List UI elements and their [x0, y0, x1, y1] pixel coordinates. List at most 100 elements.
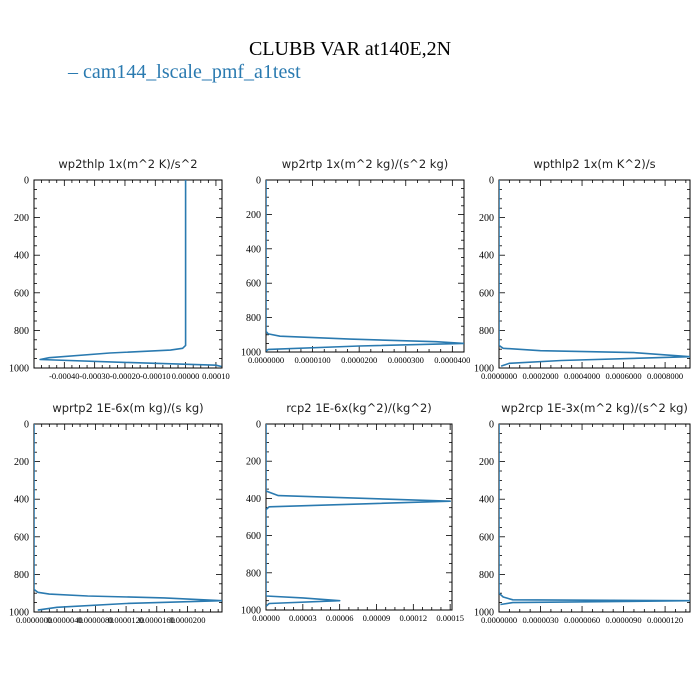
panel-title: wp2rcp 1E-3x(m^2 kg)/(s^2 kg): [501, 401, 688, 415]
y-tick-label: 200: [14, 213, 29, 224]
series-line: [266, 424, 452, 607]
y-tick-label: 800: [14, 326, 29, 337]
x-tick-label: 0.00000: [252, 613, 280, 623]
series-line: [499, 180, 690, 367]
x-tick-label: 0.0000000: [481, 615, 517, 625]
x-tick-label: 0.0000000: [481, 371, 517, 381]
panel-title: wpthlp2 1x(m K^2)/s: [533, 157, 655, 171]
chart-panel-4: wprtp2 1E-6x(m kg)/(s kg) 0 200 400 600 800 10…: [9, 401, 223, 625]
x-tick-label: 0.0000160: [139, 615, 175, 625]
y-tick-label: 600: [246, 279, 261, 290]
y-tick-label: 0: [24, 176, 29, 187]
panels: wp2thlp 1x(m^2 K)/s^2 0 200 400 600 800 1000 -0…: [9, 157, 691, 625]
y-tick-label: 0: [489, 176, 494, 187]
x-tick-label: 0.0000080: [77, 615, 113, 625]
panel-title: wp2rtp 1x(m^2 kg)/(s^2 kg): [282, 157, 449, 171]
x-tick-label: 0.0000120: [108, 615, 144, 625]
x-tick-label: -0.00030: [79, 371, 109, 381]
y-tick-label: 400: [479, 495, 494, 506]
x-tick-label: 0.0000100: [295, 355, 331, 365]
x-tick-label: 0.0000200: [169, 615, 205, 625]
y-tick-label: 200: [479, 457, 494, 468]
plot-frame: [265, 179, 465, 353]
x-tick-label: 0.0000000: [248, 355, 284, 365]
x-tick-label: 0.0000200: [341, 355, 377, 365]
y-tick-label: 600: [14, 532, 29, 543]
chart-panel-3: wpthlp2 1x(m K^2)/s020040060080010000.00…: [474, 157, 691, 381]
y-tick-label: 200: [14, 457, 29, 468]
x-tick-label: 0.0004000: [564, 371, 600, 381]
y-tick-label: 400: [246, 494, 261, 505]
y-tick-label: 600: [246, 531, 261, 542]
y-tick-label: 800: [246, 568, 261, 579]
legend-entry: – cam144_lscale_pmf_a1test: [67, 61, 301, 83]
y-tick-label: 200: [246, 210, 261, 221]
x-tick-label: 0.00006: [326, 613, 354, 623]
y-tick-label: 1000: [241, 348, 261, 359]
plot-frame: [265, 423, 453, 611]
y-tick-label: 200: [479, 213, 494, 224]
plot-frame: [498, 179, 691, 369]
plot-frame: [33, 423, 223, 613]
series-line: [34, 424, 222, 611]
figure-title: CLUBB VAR at140E,2N: [249, 38, 451, 60]
x-tick-label: -0.00010: [140, 371, 170, 381]
y-tick-label: 800: [14, 570, 29, 581]
x-tick-label: 0.0006000: [606, 371, 642, 381]
y-tick-label: 1000: [474, 364, 494, 375]
y-tick-label: 400: [246, 244, 261, 255]
y-tick-label: 800: [479, 570, 494, 581]
x-tick-label: 0.0000040: [47, 615, 83, 625]
panel-title: wprtp2 1E-6x(m kg)/(s kg): [52, 401, 203, 415]
x-tick-label: -0.00020: [110, 371, 140, 381]
y-tick-label: 1000: [9, 364, 29, 375]
chart-panel-5: rcp2 1E-6x(kg^2)/(kg^2) 0 200 400 600 800 1000…: [241, 401, 464, 623]
x-tick-label: 0.0000000: [16, 615, 52, 625]
x-tick-label: 0.0000400: [434, 355, 470, 365]
series-line: [499, 424, 690, 606]
series-line: [266, 180, 464, 352]
x-tick-label: 0.0000120: [647, 615, 683, 625]
x-tick-label: 0.0000300: [388, 355, 424, 365]
x-tick-label: 0.0002000: [522, 371, 558, 381]
chart-panel-6: wp2rcp 1E-3x(m^2 kg)/(s^2 kg) 0 200 400 600 8…: [474, 401, 691, 625]
legend-label: cam144_lscale_pmf_a1test: [83, 61, 301, 83]
y-tick-label: 400: [14, 251, 29, 262]
series-line: [39, 180, 222, 368]
x-tick-label: 0.00010: [202, 371, 230, 381]
y-tick-label: 800: [479, 326, 494, 337]
y-tick-label: 0: [489, 420, 494, 431]
x-tick-label: 0.00012: [400, 613, 428, 623]
y-tick-label: 400: [14, 495, 29, 506]
x-tick-label: 0.00003: [289, 613, 317, 623]
panel-title: wp2thlp 1x(m^2 K)/s^2: [58, 157, 197, 171]
x-tick-label: 0.00000: [172, 371, 200, 381]
chart-panel-2: wp2rtp 1x(m^2 kg)/(s^2 kg) 0 200 400 600 800 1…: [241, 157, 470, 365]
x-tick-label: 0.0000090: [606, 615, 642, 625]
y-tick-label: 800: [246, 313, 261, 324]
plot-frame: [498, 423, 691, 613]
x-tick-label: 0.00009: [363, 613, 391, 623]
y-tick-label: 0: [256, 420, 261, 431]
x-tick-label: -0.00040: [49, 371, 79, 381]
plot-frame: [33, 179, 223, 369]
chart-panel-1: wp2thlp 1x(m^2 K)/s^2 0 200 400 600 800 1000 -0…: [9, 157, 230, 381]
y-tick-label: 0: [256, 176, 261, 187]
x-tick-label: 0.0008000: [647, 371, 683, 381]
y-tick-label: 200: [246, 457, 261, 468]
y-tick-label: 1000: [474, 608, 494, 619]
y-tick-label: 600: [479, 288, 494, 299]
y-tick-label: 0: [24, 420, 29, 431]
y-tick-label: 600: [14, 288, 29, 299]
x-tick-label: 0.0000060: [564, 615, 600, 625]
legend: – cam144_lscale_pmf_a1test: [67, 61, 301, 83]
y-tick-label: 600: [479, 532, 494, 543]
legend-swatch: –: [67, 61, 83, 83]
panel-title: rcp2 1E-6x(kg^2)/(kg^2): [286, 401, 432, 415]
x-tick-label: 0.00015: [436, 613, 464, 623]
y-tick-label: 1000: [241, 606, 261, 617]
x-tick-label: 0.0000030: [522, 615, 558, 625]
y-tick-label: 400: [479, 251, 494, 262]
y-tick-label: 1000: [9, 608, 29, 619]
